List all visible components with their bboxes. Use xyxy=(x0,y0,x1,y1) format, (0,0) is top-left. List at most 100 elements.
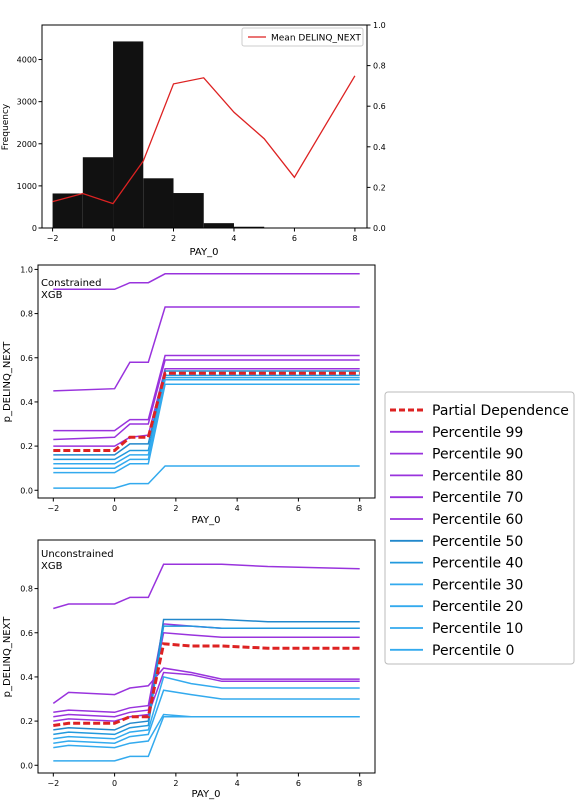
histogram-bar-2 xyxy=(113,41,144,229)
legend-label-9: Percentile 20 xyxy=(432,599,523,615)
p3-y-tick-label-0: 0.0 xyxy=(20,761,33,770)
histogram-right-tick-label-4: 0.8 xyxy=(373,62,386,71)
p2-line-percentile-50 xyxy=(53,370,360,456)
p2-partial-dependence-line xyxy=(53,371,360,452)
histogram-y-tick-label-3: 3000 xyxy=(17,98,37,107)
p3-x-tick-label-1: 0 xyxy=(112,779,117,788)
p2-x-tick-label-3: 4 xyxy=(235,504,240,513)
constrained-annotation-line2: XGB xyxy=(41,290,63,301)
histogram-right-tick-label-5: 1.0 xyxy=(373,21,386,30)
p3-x-tick-label-5: 8 xyxy=(357,779,362,788)
histogram-x-ticks: −2 0 2 4 6 8 xyxy=(47,228,357,243)
p3-line-percentile-50 xyxy=(53,618,360,731)
histogram-x-tick-label-0: −2 xyxy=(47,234,59,243)
unconstrained-frame xyxy=(37,539,376,774)
legend-label-0: Partial Dependence xyxy=(432,403,569,419)
histogram-legend-box xyxy=(241,27,364,47)
histogram-bar-0 xyxy=(52,193,83,228)
p2-line-percentile-30 xyxy=(53,376,360,465)
legend-label-10: Percentile 10 xyxy=(432,621,523,637)
legend-label-2: Percentile 90 xyxy=(432,447,523,463)
p2-x-tick-label-4: 6 xyxy=(296,504,301,513)
legend-label-5: Percentile 60 xyxy=(432,512,523,528)
p3-y-tick-label-1: 0.2 xyxy=(20,717,33,726)
p2-line-percentile-99 xyxy=(53,273,360,291)
unconstrained-y-ticks: 0.0 0.2 0.4 0.6 0.8 xyxy=(20,585,38,770)
histogram-bar-6 xyxy=(233,226,265,228)
unconstrained-panel: −2 0 2 4 6 8 0.0 0.2 0.4 0.6 0.8 Unconstrained XG… xyxy=(2,539,376,800)
p3-x-tick-label-3: 4 xyxy=(235,779,240,788)
p2-line-percentile-90 xyxy=(53,306,360,392)
p3-y-tick-label-2: 0.4 xyxy=(20,673,33,682)
legend-label-1: Percentile 99 xyxy=(432,425,523,441)
p3-line-percentile-60 xyxy=(53,671,360,722)
p3-y-tick-label-3: 0.6 xyxy=(20,629,33,638)
histogram-y-tick-label-0: 0 xyxy=(32,224,37,233)
p3-partial-dependence-line xyxy=(53,642,360,727)
p3-x-tick-label-4: 6 xyxy=(296,779,301,788)
p3-line-percentile-40 xyxy=(53,625,360,736)
histogram-x-tick-label-2: 2 xyxy=(171,234,176,243)
legend-label-7: Percentile 40 xyxy=(432,556,523,572)
p2-line-percentile-40 xyxy=(53,374,360,461)
constrained-x-ticks: −2 0 2 4 6 8 xyxy=(47,498,362,513)
histogram-right-tick-label-1: 0.2 xyxy=(373,183,386,192)
histogram-right-tick-label-2: 0.4 xyxy=(373,143,386,152)
p3-x-tick-label-0: −2 xyxy=(47,779,59,788)
p2-x-tick-label-1: 0 xyxy=(112,504,117,513)
histogram-legend-label: Mean DELINQ_NEXT xyxy=(271,34,361,44)
unconstrained-x-label: PAY_0 xyxy=(192,789,221,800)
histogram-right-ticks: 0.0 0.2 0.4 0.6 0.8 1.0 xyxy=(367,21,386,233)
constrained-y-label: p_DELINQ_NEXT xyxy=(2,341,13,423)
p2-y-tick-label-3: 0.6 xyxy=(20,354,33,363)
histogram-x-tick-label-3: 4 xyxy=(231,234,236,243)
histogram-bar-3 xyxy=(143,178,174,228)
unconstrained-lines xyxy=(52,563,360,762)
percentile-legend-items: Partial Dependence Percentile 99 Percentil… xyxy=(390,403,569,659)
histogram-legend: Mean DELINQ_NEXT xyxy=(241,27,364,47)
p2-y-tick-label-1: 0.2 xyxy=(20,442,33,451)
p3-x-tick-label-2: 2 xyxy=(173,779,178,788)
p2-line-percentile-10 xyxy=(53,383,360,474)
mean-delinq-line xyxy=(52,75,356,205)
p2-y-tick-label-5: 1.0 xyxy=(20,265,33,274)
legend-label-8: Percentile 30 xyxy=(432,577,523,593)
p3-line-percentile-30 xyxy=(53,676,360,740)
histogram-right-tick-label-0: 0.0 xyxy=(373,224,386,233)
legend-label-3: Percentile 80 xyxy=(432,468,523,484)
unconstrained-annotation-line2: XGB xyxy=(41,561,63,572)
p2-x-tick-label-2: 2 xyxy=(173,504,178,513)
p2-y-tick-label-2: 0.4 xyxy=(20,398,33,407)
histogram-bar-5 xyxy=(203,223,234,228)
histogram-bar-4 xyxy=(173,193,204,228)
histogram-right-tick-label-3: 0.6 xyxy=(373,102,386,111)
histogram-y-tick-label-2: 2000 xyxy=(17,140,37,149)
histogram-x-tick-label-5: 8 xyxy=(352,234,357,243)
histogram-bar-1 xyxy=(82,157,114,228)
unconstrained-x-ticks: −2 0 2 4 6 8 xyxy=(47,773,362,788)
constrained-x-label: PAY_0 xyxy=(192,515,221,526)
p2-line-percentile-0 xyxy=(53,465,360,489)
legend-label-6: Percentile 50 xyxy=(432,534,523,550)
histogram-y-tick-label-4: 4000 xyxy=(17,56,37,65)
legend-label-11: Percentile 0 xyxy=(432,643,514,659)
constrained-lines xyxy=(53,273,360,489)
legend-label-4: Percentile 70 xyxy=(432,490,523,506)
p2-line-percentile-20 xyxy=(53,379,360,469)
p2-y-tick-label-4: 0.8 xyxy=(20,310,33,319)
histogram-y-ticks: 0 1000 2000 3000 4000 xyxy=(17,56,42,233)
p2-y-tick-label-0: 0.0 xyxy=(20,486,33,495)
histogram-y-tick-label-1: 1000 xyxy=(17,182,37,191)
p3-line-percentile-99 xyxy=(53,563,360,610)
percentile-legend: Partial Dependence Percentile 99 Percentil… xyxy=(384,391,575,665)
histogram-x-tick-label-1: 0 xyxy=(110,234,115,243)
histogram-x-label: PAY_0 xyxy=(190,247,219,258)
p2-line-percentile-70 xyxy=(53,359,360,441)
histogram-y-label: Frequency xyxy=(1,103,11,150)
constrained-panel: −2 0 2 4 6 8 0.0 0.2 0.4 0.6 0.8 1.0 Constrained X… xyxy=(2,264,376,526)
p3-line-percentile-20 xyxy=(53,689,360,744)
histogram-bars xyxy=(52,41,295,229)
constrained-y-ticks: 0.0 0.2 0.4 0.6 0.8 1.0 xyxy=(20,265,38,495)
